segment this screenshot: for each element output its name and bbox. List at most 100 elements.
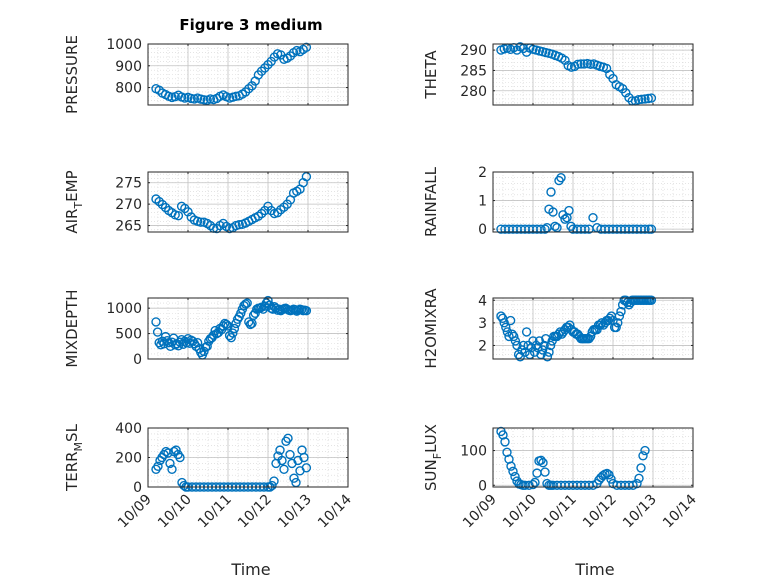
- y-axis-label: PRESSURE: [63, 35, 81, 114]
- data-point: [564, 205, 574, 216]
- data-point: [283, 433, 293, 444]
- data-point: [634, 473, 644, 484]
- data-point: [279, 202, 289, 212]
- data-point: [301, 172, 312, 182]
- tick-marks: [492, 298, 694, 359]
- data-point: [221, 319, 232, 330]
- data-point: [157, 199, 168, 210]
- y-tick-label: 2: [478, 165, 487, 181]
- y-axis-label: TERRMSL: [63, 423, 85, 492]
- major-grid: [493, 428, 693, 487]
- y-tick-label: 285: [460, 63, 487, 79]
- y-tick-label: 4: [478, 293, 487, 309]
- data-point: [285, 449, 295, 460]
- data-point: [263, 295, 273, 306]
- data-point: [537, 345, 548, 355]
- data-point: [632, 478, 642, 489]
- data-point: [585, 59, 596, 70]
- data-point: [256, 208, 267, 219]
- data-point: [606, 474, 616, 484]
- y-tick-label: 2: [478, 338, 487, 354]
- data-point: [228, 328, 238, 338]
- data-point: [499, 318, 509, 328]
- data-point: [646, 224, 657, 234]
- data-point: [510, 336, 521, 346]
- data-point: [646, 295, 657, 305]
- data-point: [152, 327, 163, 337]
- data-point: [505, 315, 516, 326]
- minor-grid: [148, 172, 348, 232]
- data-point: [212, 223, 222, 234]
- data-point: [213, 327, 224, 338]
- y-tick-label: 200: [115, 451, 142, 467]
- data-point: [646, 93, 657, 103]
- y-tick-label: 400: [115, 421, 142, 437]
- data-point: [638, 451, 648, 461]
- data-point: [510, 471, 520, 482]
- data-point: [556, 173, 566, 183]
- axes-box: [492, 171, 694, 233]
- y-axis-label: SUNFLUX: [422, 424, 444, 491]
- data-point: [223, 321, 233, 331]
- data-point: [299, 452, 309, 463]
- data-point: [153, 461, 163, 472]
- data-point: [167, 464, 177, 474]
- x-axis-label-left: Time: [230, 560, 270, 579]
- data-point: [548, 207, 558, 217]
- data-point: [226, 332, 236, 343]
- data-point: [640, 445, 650, 456]
- data-point: [275, 445, 285, 455]
- data-point: [613, 318, 623, 328]
- y-tick-label: 1000: [106, 301, 142, 317]
- y-tick-label: 3: [478, 316, 487, 332]
- data-point: [231, 91, 241, 101]
- data-point: [186, 212, 196, 222]
- data-point: [643, 93, 653, 104]
- scatter-points: [151, 172, 312, 234]
- y-axis-label: MIXDEPTH: [63, 289, 81, 367]
- y-tick-label: 0: [478, 222, 487, 238]
- data-point: [621, 88, 631, 98]
- data-point: [289, 473, 299, 483]
- subplot-h2omixra: 2 3 4 H2OMIXRA: [422, 288, 694, 369]
- data-point: [218, 218, 228, 229]
- data-point: [165, 458, 175, 469]
- tick-marks: [147, 43, 349, 105]
- y-tick-label: 100: [460, 444, 487, 460]
- data-point: [530, 477, 540, 488]
- data-point: [196, 217, 206, 227]
- data-point: [277, 455, 287, 466]
- data-point: [560, 214, 570, 224]
- data-point: [502, 327, 513, 337]
- data-point: [186, 93, 196, 104]
- data-point: [637, 94, 647, 105]
- data-point: [151, 317, 161, 327]
- data-point: [501, 322, 511, 333]
- data-point: [580, 224, 590, 234]
- data-point: [542, 352, 553, 362]
- data-point: [301, 463, 312, 473]
- data-point: [640, 224, 650, 234]
- data-point: [245, 319, 256, 330]
- data-point: [528, 479, 538, 490]
- major-grid: [148, 172, 348, 232]
- y-tick-label: 290: [460, 43, 487, 59]
- subplot-rainfall: 0 1 2 RAINFALL: [422, 165, 694, 238]
- axes-box: [492, 427, 694, 488]
- scatter-points: [151, 42, 312, 105]
- data-point: [234, 220, 244, 230]
- y-axis-label: AIRTEMP: [63, 170, 85, 233]
- data-point: [536, 455, 546, 465]
- y-tick-label: 275: [115, 176, 142, 192]
- data-point: [521, 327, 532, 337]
- data-point: [555, 327, 565, 337]
- axes-box: [492, 297, 694, 360]
- y-axis-label: RAINFALL: [422, 166, 440, 237]
- axes-box: [147, 171, 349, 233]
- data-point: [236, 308, 246, 318]
- data-point: [614, 311, 625, 321]
- data-point: [546, 187, 556, 197]
- data-point: [301, 306, 312, 316]
- data-point: [272, 208, 283, 218]
